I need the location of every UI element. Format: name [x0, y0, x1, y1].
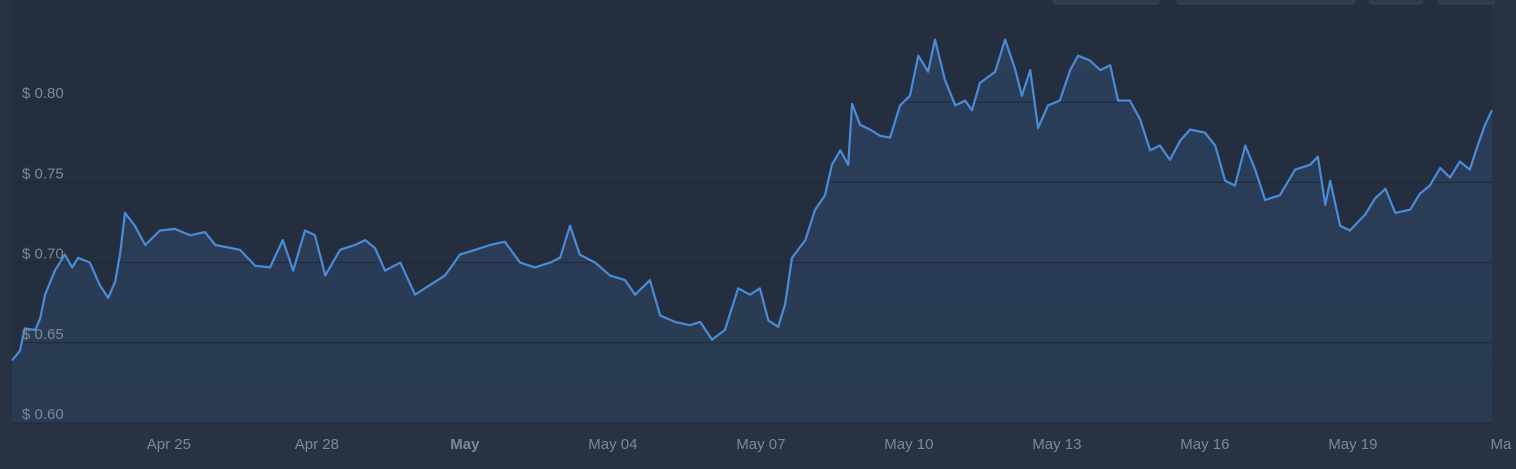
- tool-button[interactable]: [1369, 0, 1423, 5]
- price-line: [11, 38, 1493, 362]
- area: [12, 39, 1492, 423]
- plot-layer: $ 0.60 $ 0.65 $ 0.70 $ 0.75 $ 0.80 Apr 25 Apr …: [11, 38, 1512, 453]
- y-tick-label: $ 0.65: [22, 326, 64, 343]
- y-tick-label: $ 0.75: [22, 165, 64, 182]
- x-tick-label: May 16: [1180, 436, 1229, 453]
- x-tick-label: May 04: [588, 436, 637, 453]
- x-tick-label: May 07: [736, 436, 785, 453]
- x-tick-label: Apr 25: [147, 436, 191, 453]
- y-tick-label: $ 0.70: [22, 246, 64, 263]
- x-tick-label: May 10: [884, 436, 933, 453]
- range-button[interactable]: [1052, 0, 1160, 5]
- x-tick-label: May: [450, 436, 480, 453]
- tool-button[interactable]: [1437, 0, 1495, 5]
- y-tick-label: $ 0.60: [22, 406, 64, 423]
- x-tick-label: Ma: [1490, 436, 1511, 453]
- x-tick-label: May 19: [1328, 436, 1377, 453]
- date-input[interactable]: [1176, 0, 1356, 5]
- y-tick-label: $ 0.80: [22, 85, 64, 102]
- x-tick-label: Apr 28: [295, 436, 339, 453]
- x-tick-label: May 13: [1032, 436, 1081, 453]
